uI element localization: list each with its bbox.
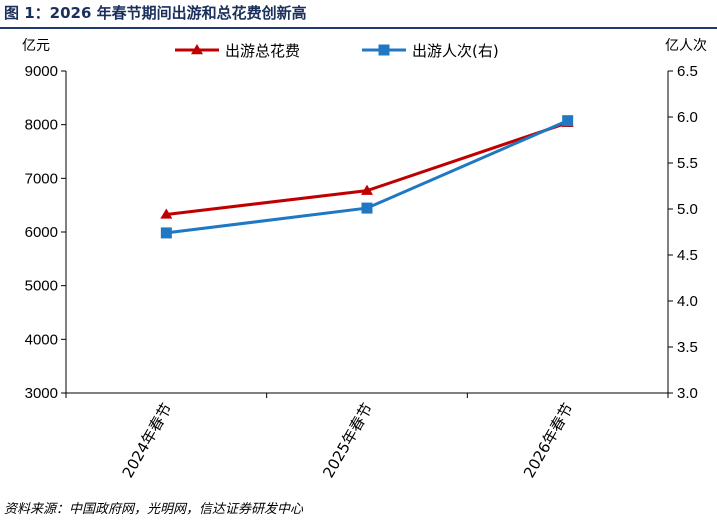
right-tick-label: 6.0 (677, 109, 698, 126)
right-tick-label: 5.5 (677, 155, 698, 172)
data-point-marker (160, 227, 172, 239)
legend-item: 出游人次(右) (362, 42, 499, 60)
right-tick-label: 6.5 (677, 63, 698, 80)
right-tick-label: 5.0 (677, 201, 698, 218)
right-tick-label: 4.5 (677, 247, 698, 264)
right-tick-label: 4.0 (677, 293, 698, 310)
x-category-label: 2024年春节 (119, 400, 176, 481)
data-point-marker (562, 115, 574, 127)
series-line (166, 121, 569, 216)
legend-marker (191, 44, 203, 55)
legend-marker (378, 44, 390, 56)
source-note: 资料来源：中国政府网，光明网，信达证券研发中心 (4, 502, 304, 517)
legend-label: 出游人次(右) (412, 42, 499, 60)
figure-title: 图 1：2026 年春节期间出游和总花费创新高 (4, 4, 307, 22)
left-tick-label: 4000 (25, 331, 58, 348)
legend: 出游总花费 出游人次(右) (175, 42, 499, 60)
series-trips (160, 115, 574, 239)
data-point-marker (361, 184, 373, 195)
right-tick-label: 3.0 (677, 385, 698, 402)
left-tick-label: 3000 (25, 385, 58, 402)
left-tick-label: 5000 (25, 278, 58, 295)
x-category-label: 2025年春节 (319, 400, 376, 481)
left-tick-label: 7000 (25, 170, 58, 187)
title-divider (0, 27, 717, 29)
data-point-marker (160, 208, 173, 219)
data-point-marker (361, 202, 373, 214)
axes: 3000 4000 5000 6000 7000 8000 9000 3.0 3.5 4.0 4.5… (22, 38, 707, 481)
series-lines (160, 115, 574, 239)
right-axis-unit: 亿人次 (665, 38, 707, 54)
left-tick-label: 8000 (25, 117, 58, 134)
legend-label: 出游总花费 (225, 42, 300, 60)
right-tick-label: 3.5 (677, 339, 698, 356)
series-line (166, 119, 569, 235)
left-tick-label: 9000 (25, 63, 58, 80)
left-axis-unit: 亿元 (22, 38, 50, 54)
legend-item: 出游总花费 (175, 42, 300, 60)
x-category-label: 2026年春节 (520, 400, 577, 481)
left-tick-label: 6000 (25, 224, 58, 241)
